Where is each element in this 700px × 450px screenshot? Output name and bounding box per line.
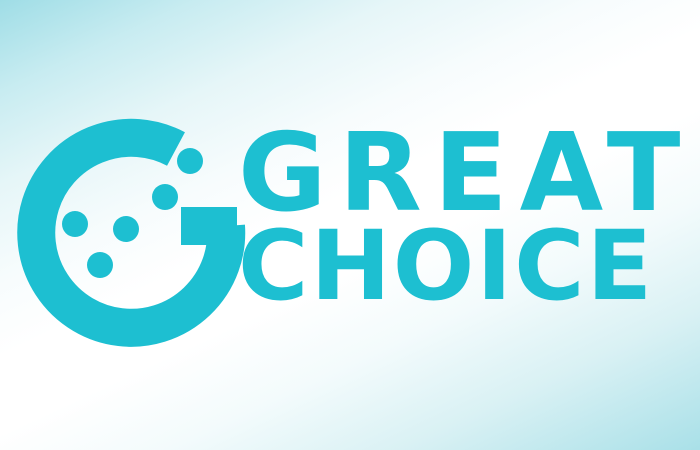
logo-text-great: GREAT — [238, 111, 693, 236]
dot — [152, 184, 178, 210]
dot — [62, 211, 88, 237]
g-crossbar — [181, 207, 237, 245]
dot — [177, 148, 203, 174]
dot — [87, 252, 113, 278]
g-arc — [17, 118, 246, 347]
dot — [113, 216, 139, 242]
logo-text-choice: CHOICE — [238, 210, 655, 322]
